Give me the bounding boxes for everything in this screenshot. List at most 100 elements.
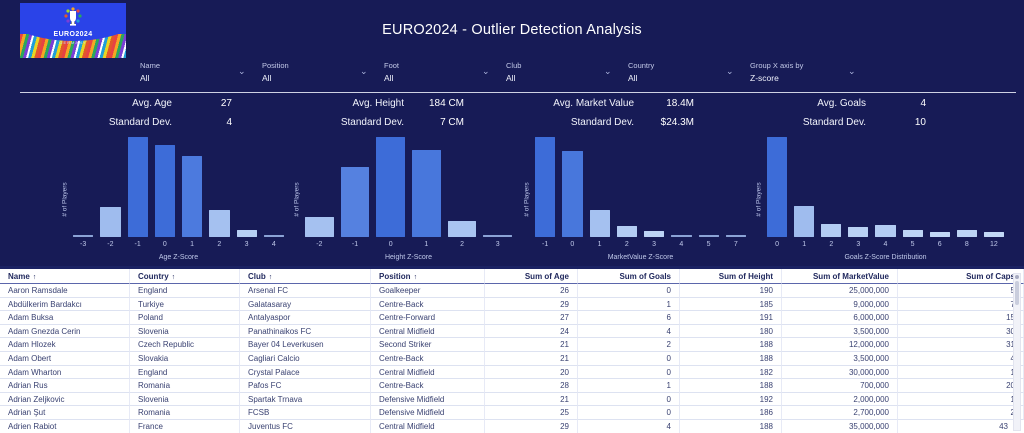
table-cell[interactable]: Crystal Palace	[240, 365, 371, 380]
table-cell[interactable]: 190	[680, 284, 782, 298]
table-cell[interactable]: Central Midfield	[371, 419, 485, 433]
table-cell[interactable]: Adam Buksa	[0, 311, 130, 325]
bar[interactable]	[698, 235, 719, 237]
table-cell[interactable]: 29	[485, 297, 578, 312]
column-header[interactable]: Sum of MarketValue	[782, 269, 898, 284]
table-cell[interactable]: Adrian Şut	[0, 406, 130, 420]
table-cell[interactable]: 0	[578, 406, 680, 420]
column-header[interactable]: Country ↑	[130, 269, 240, 284]
table-cell[interactable]: 188	[680, 419, 782, 433]
bar[interactable]	[848, 227, 869, 237]
column-header[interactable]: Sum of Height	[680, 269, 782, 284]
table-cell[interactable]: 1	[898, 365, 1024, 380]
bar[interactable]	[616, 226, 637, 237]
table-cell[interactable]: 192	[680, 392, 782, 407]
column-header[interactable]: Name ↑	[0, 269, 130, 284]
table-cell[interactable]: 188	[680, 351, 782, 366]
table-cell[interactable]: 4	[578, 324, 680, 339]
table-cell[interactable]: Adam Wharton	[0, 365, 130, 380]
table-cell[interactable]: 25	[485, 406, 578, 420]
table-cell[interactable]: Goalkeeper	[371, 284, 485, 298]
bar[interactable]	[794, 206, 815, 237]
table-cell[interactable]: Spartak Trnava	[240, 392, 371, 407]
table-cell[interactable]: 31	[898, 338, 1024, 352]
table-cell[interactable]: 9,000,000	[782, 297, 898, 312]
bar[interactable]	[447, 221, 477, 237]
filter-value[interactable]: All	[140, 73, 150, 83]
bar[interactable]	[929, 232, 950, 237]
table-cell[interactable]: Romania	[130, 406, 240, 420]
table-cell[interactable]: 188	[680, 379, 782, 393]
table-cell[interactable]: Poland	[130, 311, 240, 325]
table-cell[interactable]: Centre-Back	[371, 379, 485, 393]
table-cell[interactable]: 0	[578, 365, 680, 380]
table-cell[interactable]: Defensive Midfield	[371, 406, 485, 420]
table-cell[interactable]: 186	[680, 406, 782, 420]
chevron-down-icon[interactable]: ⌄	[238, 66, 246, 76]
column-header[interactable]: Sum of Age	[485, 269, 578, 284]
table-cell[interactable]: 3,500,000	[782, 324, 898, 339]
table-cell[interactable]: 700,000	[782, 379, 898, 393]
table-cell[interactable]: 2,700,000	[782, 406, 898, 420]
table-cell[interactable]: 1	[898, 392, 1024, 407]
table-cell[interactable]: 2	[578, 338, 680, 352]
bar[interactable]	[483, 235, 513, 237]
bar[interactable]	[376, 137, 406, 237]
table-cell[interactable]: Cagliari Calcio	[240, 351, 371, 366]
table-cell[interactable]: Adam Gnezda Cerin	[0, 324, 130, 339]
bar[interactable]	[589, 210, 610, 237]
table-cell[interactable]: 26	[485, 284, 578, 298]
bar[interactable]	[902, 230, 923, 237]
table-cell[interactable]: 1	[578, 297, 680, 312]
chevron-down-icon[interactable]: ⌄	[482, 66, 490, 76]
table-cell[interactable]: Galatasaray	[240, 297, 371, 312]
bar[interactable]	[875, 225, 896, 237]
table-cell[interactable]: 180	[680, 324, 782, 339]
column-header[interactable]: Sum of Goals	[578, 269, 680, 284]
table-cell[interactable]: 20	[898, 379, 1024, 393]
table-cell[interactable]: Defensive Midfield	[371, 392, 485, 407]
bar[interactable]	[644, 231, 665, 237]
table-cell[interactable]: 0	[578, 284, 680, 298]
table-cell[interactable]: 191	[680, 311, 782, 325]
table-cell[interactable]: Turkiye	[130, 297, 240, 312]
filter-value[interactable]: Z-score	[750, 73, 779, 83]
table-cell[interactable]: Centre-Forward	[371, 311, 485, 325]
bar[interactable]	[767, 137, 788, 237]
bar[interactable]	[305, 217, 334, 237]
table-cell[interactable]: 43	[898, 420, 1024, 433]
table-cell[interactable]: 21	[485, 351, 578, 366]
table-cell[interactable]: 2	[898, 406, 1024, 420]
table-cell[interactable]: 5	[898, 284, 1024, 298]
table-cell[interactable]: 6	[578, 311, 680, 325]
bar[interactable]	[821, 224, 842, 237]
table-cell[interactable]: Czech Republic	[130, 338, 240, 352]
table-cell[interactable]: 0	[578, 351, 680, 366]
table-cell[interactable]: Arsenal FC	[240, 284, 371, 298]
table-cell[interactable]: 4	[898, 351, 1024, 366]
table-cell[interactable]: Centre-Back	[371, 351, 485, 366]
table-cell[interactable]: Juventus FC	[240, 419, 371, 433]
table-cell[interactable]: England	[130, 284, 240, 298]
table-cell[interactable]: 188	[680, 338, 782, 352]
table-cell[interactable]: France	[130, 419, 240, 433]
table-cell[interactable]: 28	[485, 379, 578, 393]
table-cell[interactable]: 182	[680, 365, 782, 380]
table-cell[interactable]: 15	[898, 311, 1024, 325]
table-scrollbar[interactable]	[1013, 273, 1021, 431]
table-cell[interactable]: 185	[680, 297, 782, 312]
table-cell[interactable]: Adam Hlozek	[0, 338, 130, 352]
filter-value[interactable]: All	[262, 73, 272, 83]
table-cell[interactable]: Adrien Rabiot	[0, 419, 130, 433]
table-cell[interactable]: 6,000,000	[782, 311, 898, 325]
chevron-down-icon[interactable]: ⌄	[604, 66, 612, 76]
table-cell[interactable]: Slovakia	[130, 351, 240, 366]
bar[interactable]	[209, 210, 230, 237]
bar[interactable]	[340, 167, 370, 237]
scrollbar-thumb[interactable]	[1015, 281, 1019, 305]
table-cell[interactable]: 30	[898, 324, 1024, 339]
table-cell[interactable]: 27	[485, 311, 578, 325]
table-cell[interactable]: 30,000,000	[782, 365, 898, 380]
bar[interactable]	[182, 156, 203, 237]
table-cell[interactable]: 4	[578, 419, 680, 433]
